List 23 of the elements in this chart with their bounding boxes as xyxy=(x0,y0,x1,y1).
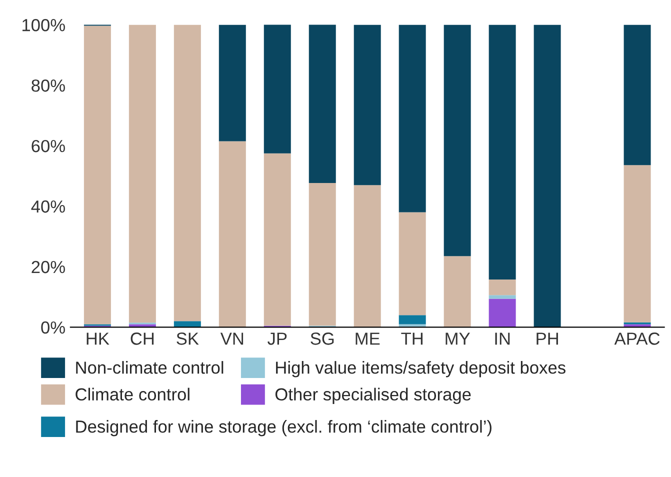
y-tick-label: 80% xyxy=(32,79,65,92)
x-tick-label: TH xyxy=(401,332,423,345)
y-tick-label: 60% xyxy=(32,140,65,152)
x-tick-label: ME xyxy=(356,332,380,345)
legend-label: Designed for wine storage (excl. from ‘climate control’) xyxy=(76,420,492,436)
x-tick-label: JP xyxy=(268,332,287,345)
x-tick-label: SG xyxy=(310,332,334,345)
x-tick-label: IN xyxy=(495,332,510,345)
x-tick-label: MY xyxy=(446,332,470,345)
legend-label: Other specialised storage xyxy=(275,388,471,404)
x-tick-label: APAC xyxy=(614,332,660,345)
x-tick-label: VN xyxy=(220,332,244,345)
y-tick-label: 0% xyxy=(41,321,65,334)
y-tick-label: 100% xyxy=(22,18,65,32)
x-tick-label: PH xyxy=(536,332,558,345)
y-tick-label: 40% xyxy=(31,200,65,213)
y-tick-label: 20% xyxy=(32,260,65,274)
x-tick-label: SK xyxy=(176,332,199,345)
x-tick-label: HK xyxy=(86,332,110,345)
legend-label: Climate control xyxy=(76,388,190,401)
legend-label: High value items/safety deposit boxes xyxy=(276,361,566,378)
legend-label: Non-climate control xyxy=(76,361,224,374)
x-tick-label: CH xyxy=(130,332,154,345)
